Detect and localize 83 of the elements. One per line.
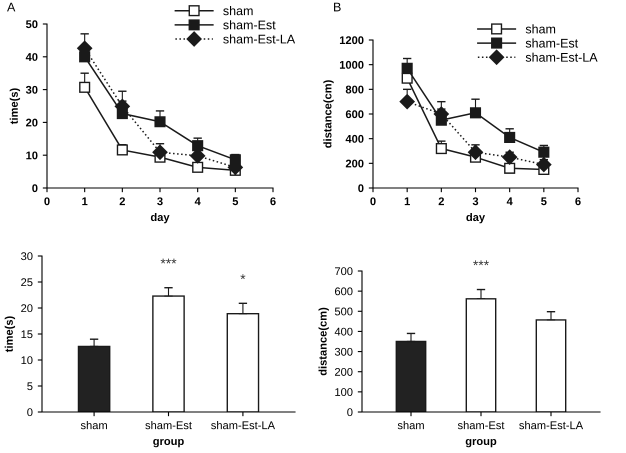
y-tick-label: 50 xyxy=(26,20,38,28)
legend-label: sham xyxy=(223,6,253,16)
x-tick-label: 5 xyxy=(232,197,238,206)
x-tick-label: 2 xyxy=(438,197,444,206)
legend-label: sham xyxy=(526,24,556,34)
x-tick-label: 4 xyxy=(506,197,513,206)
y-tick-label: 400 xyxy=(346,134,364,143)
y-tick-label: 0 xyxy=(32,184,38,192)
y-tick-label: 25 xyxy=(21,278,33,286)
point xyxy=(470,107,482,118)
x-tick-label: 6 xyxy=(575,197,581,206)
x-tick-label: 2 xyxy=(120,197,125,206)
x-tick-label: sham xyxy=(80,421,107,430)
point xyxy=(154,116,166,128)
y-tick-label: 0 xyxy=(347,408,353,416)
x-tick-label: 5 xyxy=(541,197,547,206)
y-tick-label: 200 xyxy=(334,368,353,376)
annotation: *** xyxy=(473,260,489,266)
point xyxy=(192,140,204,152)
x-tick-label: sham-Est xyxy=(145,421,192,430)
x-tick-label: sham-Est-LA xyxy=(211,421,275,430)
y-tick-label: 200 xyxy=(346,160,364,168)
y-tick-label: 20 xyxy=(26,118,38,127)
y-tick-label: 700 xyxy=(335,267,353,276)
point xyxy=(402,62,413,74)
y-tick-label: 600 xyxy=(335,287,353,296)
annotation: * xyxy=(240,274,246,280)
x-tick-label: 4 xyxy=(194,197,201,206)
y-tick-label: 100 xyxy=(335,388,353,396)
point xyxy=(504,132,516,143)
y-tick-label: 1200 xyxy=(340,36,364,44)
x-axis-title: day xyxy=(466,212,486,224)
legend-label: sham-Est xyxy=(526,38,578,48)
point xyxy=(402,72,413,84)
x-tick-label: 3 xyxy=(472,197,478,206)
point xyxy=(192,162,204,173)
y-tick-label: 5 xyxy=(27,382,33,390)
y-tick-label: 600 xyxy=(346,110,364,118)
y-axis-title: distance(cm) xyxy=(318,308,329,376)
x-tick-label: sham-Est xyxy=(458,421,504,430)
y-axis-title: distance(cm) xyxy=(323,80,334,148)
x-tick-label: 0 xyxy=(44,197,50,206)
point xyxy=(536,156,552,172)
y-tick-label: 15 xyxy=(21,330,33,338)
y-tick-label: 400 xyxy=(334,328,353,336)
y-axis-title: time(s) xyxy=(10,88,20,124)
point xyxy=(116,144,128,156)
point xyxy=(502,150,518,165)
text: A xyxy=(7,2,16,12)
legend-label: sham-Est-LA xyxy=(526,52,598,62)
y-tick-label: 30 xyxy=(21,252,33,260)
x-tick-label: 3 xyxy=(157,197,163,206)
x-tick-label: 0 xyxy=(370,197,376,206)
x-axis-title: group xyxy=(153,438,184,448)
y-tick-label: 0 xyxy=(27,408,33,416)
y-tick-label: 1000 xyxy=(340,60,364,69)
y-tick-label: 800 xyxy=(346,86,364,94)
y-tick-label: 10 xyxy=(21,356,33,364)
y-tick-label: 30 xyxy=(26,86,38,94)
x-tick-label: 1 xyxy=(82,197,88,206)
y-tick-label: 500 xyxy=(334,308,353,316)
point xyxy=(79,82,90,93)
point xyxy=(468,144,484,160)
text: B xyxy=(334,2,341,12)
x-axis-title: day xyxy=(150,212,170,224)
x-tick-label: sham xyxy=(398,421,424,430)
x-tick-label: 6 xyxy=(270,197,276,206)
y-tick-label: 40 xyxy=(26,53,38,61)
legend-label: sham-Est-LA xyxy=(223,34,296,44)
point xyxy=(152,144,168,160)
y-tick-label: 300 xyxy=(334,348,353,356)
x-axis-title: group xyxy=(466,438,496,448)
y-tick-label: 20 xyxy=(21,304,33,312)
y-axis-title: time(s) xyxy=(4,316,16,352)
legend-label: sham-Est xyxy=(223,20,276,30)
y-tick-label: 10 xyxy=(26,151,38,160)
point xyxy=(400,94,415,110)
point xyxy=(436,142,447,154)
x-tick-label: 1 xyxy=(404,197,410,206)
annotation: *** xyxy=(160,258,176,264)
point xyxy=(504,162,516,174)
x-tick-label: sham-Est-LA xyxy=(519,421,584,430)
y-tick-label: 0 xyxy=(358,184,364,192)
